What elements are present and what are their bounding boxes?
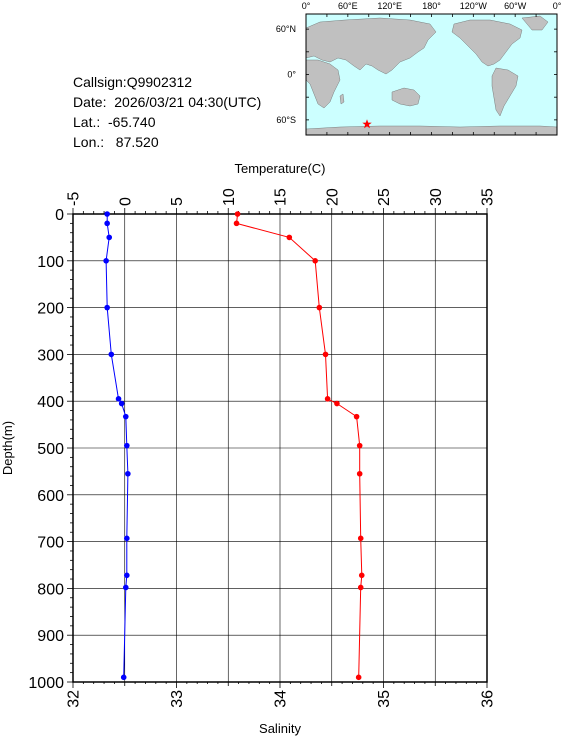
salinity-point (120, 674, 127, 681)
salinity-axis-label: Salinity (259, 721, 301, 736)
map-longitude-label: 120°E (377, 1, 402, 11)
depth-tick-label: 200 (37, 301, 64, 318)
salinity-point (122, 413, 129, 420)
depth-tick-label: 700 (37, 535, 64, 552)
depth-tick-label: 0 (55, 207, 64, 224)
salinity-point (124, 535, 130, 542)
float-location-star-icon (362, 119, 372, 129)
depth-tick-label: 800 (37, 581, 64, 598)
map-longitude-label: 0° (302, 1, 311, 11)
salinity-tick-label: 34 (273, 690, 290, 708)
salinity-point (124, 442, 130, 449)
salinity-point (103, 258, 109, 264)
depth-tick-label: 300 (37, 347, 64, 364)
longitude-text: Lon.: 87.520 (73, 134, 159, 150)
temperature-tick-label: 30 (428, 188, 445, 206)
temperature-point (316, 304, 323, 311)
temperature-tick-label: 10 (221, 188, 238, 206)
map-latitude-label: 60°S (276, 115, 296, 125)
map-longitude-label: 0° (553, 1, 562, 11)
date-text: Date: 2026/03/21 04:30(UTC) (73, 94, 262, 110)
temperature-tick-label: 5 (169, 197, 186, 206)
depth-tick-label: 600 (37, 488, 64, 505)
temperature-point (334, 400, 340, 407)
map-longitude-label: 60°W (504, 1, 527, 11)
temperature-tick-label: 25 (376, 188, 393, 206)
temperature-point (234, 211, 241, 217)
salinity-point (106, 234, 113, 241)
salinity-tick-label: 35 (376, 690, 393, 708)
temperature-tick-label: 15 (273, 188, 290, 206)
temperature-point (357, 584, 364, 591)
series-layer (103, 211, 365, 681)
temperature-point (357, 535, 364, 542)
map-frame-ticks (305, 14, 558, 135)
salinity-tick-label: 36 (480, 690, 497, 708)
salinity-point (108, 351, 115, 358)
temperature-axis-label: Temperature(C) (234, 161, 325, 176)
depth-axis-label: Depth(m) (0, 421, 15, 475)
temperature-point (358, 572, 365, 579)
map-latitude-labels: 60°N 0° 60°S (276, 24, 297, 125)
temperature-point (324, 396, 331, 402)
temperature-tick-labels: -5 0 5 10 15 20 25 30 35 (66, 188, 497, 206)
depth-tick-label: 400 (37, 394, 64, 411)
temperature-point (286, 234, 293, 241)
latitude-text: Lat.: -65.740 (73, 114, 156, 130)
salinity-point (115, 396, 122, 402)
temperature-series-line (235, 213, 363, 678)
salinity-point (122, 584, 129, 591)
temperature-tick-label: 20 (324, 188, 341, 206)
map-latitude-label: 60°N (276, 24, 296, 34)
depth-tick-label: 500 (37, 441, 64, 458)
depth-tick-label: 900 (37, 628, 64, 645)
temperature-point (322, 351, 329, 358)
map-longitude-label: 120°W (460, 1, 488, 11)
depth-tick-labels: 0 100 200 300 400 500 600 700 800 900 1000 (28, 207, 64, 692)
temperature-tick-label: 35 (480, 188, 497, 206)
salinity-point (125, 470, 131, 477)
salinity-point (104, 304, 110, 311)
salinity-point (104, 220, 110, 227)
salinity-point (104, 211, 110, 217)
map-latitude-label: 0° (287, 70, 296, 80)
map-land (305, 15, 558, 136)
temperature-point (356, 470, 363, 477)
salinity-point (118, 400, 125, 407)
temperature-point (233, 220, 240, 227)
callsign-text: Callsign:Q9902312 (73, 74, 193, 90)
map-longitude-label: 180° (422, 1, 441, 11)
map-longitude-label: 60°E (338, 1, 358, 11)
salinity-tick-label: 32 (66, 690, 83, 708)
temperature-tick-label: 0 (117, 197, 134, 206)
depth-tick-label: 1000 (28, 675, 64, 692)
temperature-point (312, 258, 318, 264)
temperature-tick-label: -5 (66, 192, 83, 206)
axis-ticks (67, 208, 488, 688)
depth-tick-label: 100 (37, 254, 64, 271)
temperature-point (356, 442, 363, 449)
salinity-tick-labels: 32 33 34 35 36 (66, 690, 497, 708)
chart-grid (73, 214, 487, 682)
salinity-point (124, 572, 130, 579)
temperature-point (353, 413, 360, 420)
salinity-tick-label: 33 (169, 690, 186, 708)
temperature-point (355, 674, 362, 681)
map-longitude-labels: 0° 60°E 120°E 180° 120°W 60°W 0° (302, 1, 562, 11)
float-info-block: Callsign:Q9902312 Date: 2026/03/21 04:30… (73, 72, 261, 152)
